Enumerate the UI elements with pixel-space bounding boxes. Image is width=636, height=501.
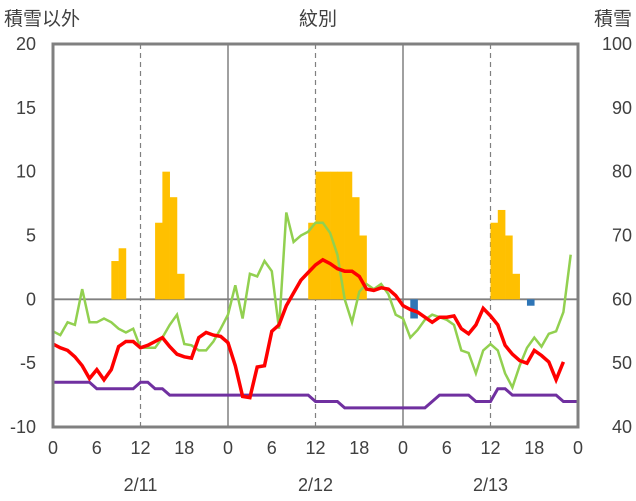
right-tick-label: 50 [612,353,632,373]
x-tick-label: 12 [305,438,325,458]
series-lines [52,212,578,410]
right-tick-label: 100 [602,34,632,54]
x-tick-label: 18 [524,438,544,458]
precip-bar [169,197,178,300]
x-tick-label: 18 [349,438,369,458]
x-tick-label: 6 [267,438,277,458]
left-tick-label: -10 [10,417,36,437]
precip-bar [118,248,127,300]
right-tick-label: 80 [612,162,632,182]
left-tick-label: 10 [16,162,36,182]
left-tick-label: 15 [16,98,36,118]
date-labels: 2/11 2/12 2/13 [124,475,508,495]
x-tick-label: 0 [48,438,58,458]
precip-bar [308,222,316,300]
chart-title: 紋別 [299,8,337,30]
x-tick-label: 0 [573,438,583,458]
purple-series-line [53,380,578,410]
precip-bar [155,222,163,300]
precip-bar [497,209,506,300]
x-tick-label: 12 [130,438,150,458]
x-tick-label: 6 [92,438,102,458]
left-axis-label: 積雪以外 [4,8,80,30]
precip-bar [330,171,338,300]
x-tick-label: 0 [398,438,408,458]
precip-bar [176,273,185,300]
precip-bar [162,171,170,300]
left-ticks: 20 15 10 5 0 -5 -10 [10,34,36,437]
precip-bar [337,171,345,300]
precip-bar [490,222,499,300]
precip-bar [359,235,367,300]
precipitation-bars [111,171,535,319]
x-tick-label: 0 [223,438,233,458]
precip-bar [505,235,513,300]
x-ticks: 0 6 12 18 0 6 12 18 0 6 12 18 0 [48,438,583,458]
x-tick-label: 6 [442,438,452,458]
precip-bar [351,197,360,300]
right-ticks: 100 90 80 70 60 50 40 [602,34,632,437]
date-label: 2/13 [473,475,508,495]
precip-bar [344,171,353,300]
precip-bar [512,273,520,300]
right-tick-label: 70 [612,226,632,246]
left-tick-label: 20 [16,34,36,54]
left-tick-label: -5 [20,353,36,373]
temperature-line [52,257,566,400]
precip-bar [111,261,119,300]
right-tick-label: 90 [612,98,632,118]
precip-bar [526,299,535,306]
right-tick-label: 40 [612,417,632,437]
x-tick-label: 12 [480,438,500,458]
left-tick-label: 0 [26,289,36,309]
precip-bar [322,171,331,300]
date-label: 2/12 [298,475,333,495]
precip-bar [315,171,324,300]
left-tick-label: 5 [26,226,36,246]
precip-bar [410,299,418,319]
right-tick-label: 60 [612,289,632,309]
plot-frame [51,42,580,429]
x-tick-label: 18 [174,438,194,458]
date-label: 2/11 [124,475,158,495]
right-axis-label: 積雪 [594,8,632,30]
